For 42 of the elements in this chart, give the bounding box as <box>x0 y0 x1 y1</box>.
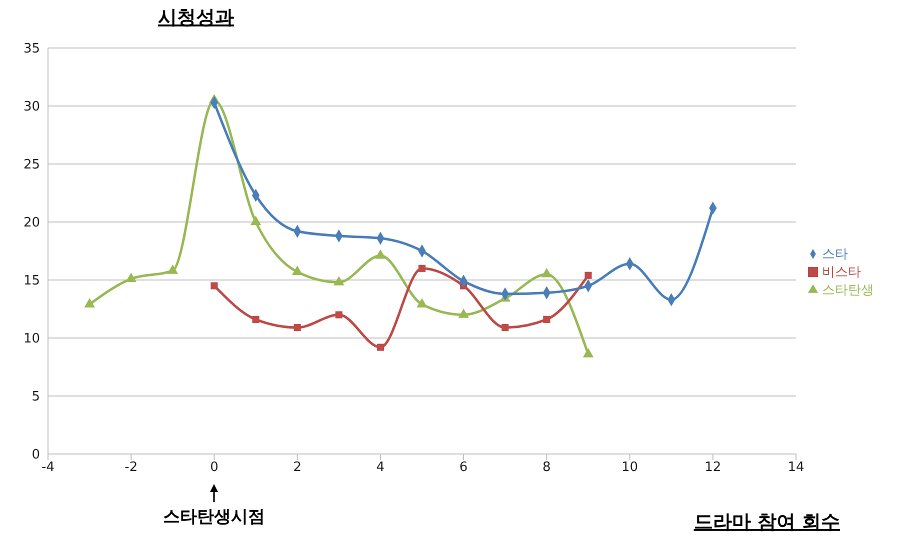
x-tick-label: 2 <box>293 460 302 476</box>
point <box>294 324 301 332</box>
x-tick-label: 6 <box>459 460 468 476</box>
y-tick-label: 15 <box>23 274 40 289</box>
point <box>416 298 428 308</box>
x-tick-label: 0 <box>210 460 218 476</box>
point <box>210 282 218 290</box>
legend-label: 스타 <box>822 247 848 262</box>
y-tick-label: 5 <box>32 390 40 405</box>
point <box>335 311 342 318</box>
y-tick-label: 20 <box>23 216 40 231</box>
point <box>582 348 594 358</box>
text: 스타탄생시점 <box>163 507 265 527</box>
point <box>84 298 95 308</box>
x-tick-label: -2 <box>124 460 138 476</box>
point <box>250 216 262 226</box>
y-tick-label: 30 <box>23 100 40 115</box>
point <box>584 272 592 279</box>
y-tick-label: 10 <box>23 332 40 347</box>
point <box>252 316 260 323</box>
point <box>167 264 178 274</box>
y-tick-label: 25 <box>23 158 40 173</box>
point <box>334 276 344 286</box>
point <box>375 249 386 259</box>
point <box>418 264 426 272</box>
y-tick-label: 35 <box>23 42 40 57</box>
x-tick-label: 4 <box>376 460 385 476</box>
legend-label: 비스타 <box>822 265 861 280</box>
x-tick-label: 10 <box>622 460 638 476</box>
point <box>292 266 303 275</box>
legend-label: 스타탄생 <box>822 283 874 298</box>
point <box>502 324 509 332</box>
point <box>543 316 550 323</box>
y-tick-label: 0 <box>32 448 40 463</box>
point <box>376 344 384 351</box>
point <box>126 272 136 282</box>
x-tick-label: 14 <box>788 460 804 476</box>
point <box>541 268 552 278</box>
x-tick-label: -4 <box>42 460 54 476</box>
point <box>458 308 469 318</box>
x-tick-label: 8 <box>542 460 551 476</box>
x-tick-label: 12 <box>704 460 722 476</box>
